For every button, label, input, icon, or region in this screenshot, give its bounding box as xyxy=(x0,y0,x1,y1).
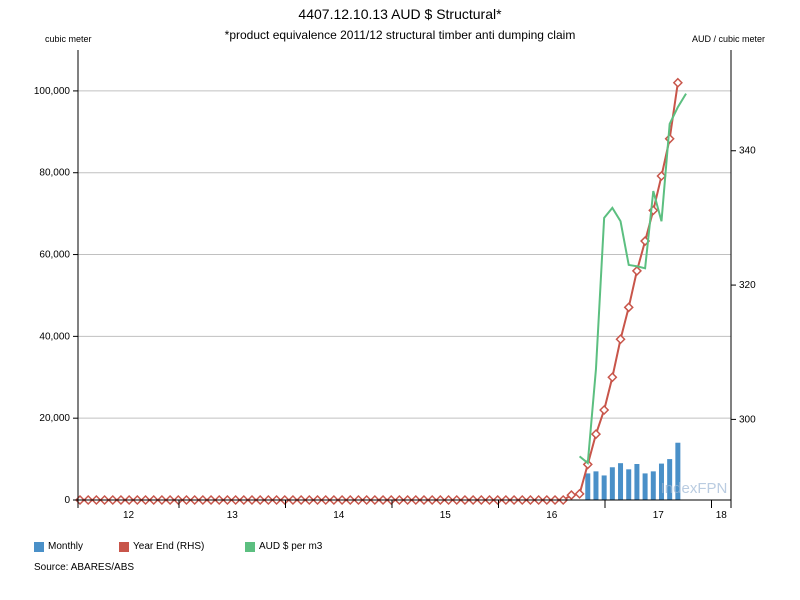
bar-monthly xyxy=(618,463,624,500)
right-tick-label: 300 xyxy=(739,414,756,425)
marker-year-end xyxy=(615,334,626,345)
right-tick-label: 320 xyxy=(739,280,756,291)
right-axis-label: AUD / cubic meter xyxy=(692,34,765,44)
legend-item-aud-per-m3[interactable]: AUD $ per m3 xyxy=(245,541,322,552)
watermark-text: IndexFPN xyxy=(661,480,728,497)
x-tick-label: 15 xyxy=(440,510,452,521)
source-note: Source: ABARES/ABS xyxy=(34,562,135,573)
legend-swatch-aud-per-m3 xyxy=(245,541,255,552)
legend-swatch-monthly xyxy=(34,541,44,552)
chart-title: 4407.12.10.13 AUD $ Structural* xyxy=(298,6,502,22)
left-tick-label: 60,000 xyxy=(39,250,70,261)
left-axis-ticks: 0 20,000 40,000 60,000 80,000 100,000 xyxy=(34,86,78,506)
gridlines xyxy=(78,90,731,419)
marker-year-end xyxy=(631,265,642,276)
marker-year-end xyxy=(590,429,602,440)
left-axis-label: cubic meter xyxy=(45,34,92,44)
bar-monthly xyxy=(650,471,656,500)
marker-year-end xyxy=(656,170,667,182)
bar-monthly xyxy=(634,464,640,500)
left-tick-label: 40,000 xyxy=(39,331,70,342)
bar-monthly xyxy=(658,463,664,500)
axes xyxy=(77,50,732,501)
x-axis-ticks: 12 13 14 15 16 17 18 xyxy=(77,500,732,521)
chart-subtitle: *product equivalence 2011/12 structural … xyxy=(225,28,576,42)
x-tick-label: 13 xyxy=(227,510,239,521)
x-tick-label: 17 xyxy=(653,510,665,521)
legend-label-year-end: Year End (RHS) xyxy=(133,541,205,552)
right-tick-label: 340 xyxy=(739,146,756,157)
x-tick-label: 18 xyxy=(716,510,728,521)
right-axis-ticks: 300 320 340 xyxy=(731,146,756,425)
line-aud-per-m3 xyxy=(578,93,687,466)
marker-year-end xyxy=(599,404,610,416)
legend-item-year-end[interactable]: Year End (RHS) xyxy=(119,541,204,552)
legend-item-monthly[interactable]: Monthly xyxy=(34,541,83,552)
x-tick-label: 16 xyxy=(546,510,558,521)
bar-monthly xyxy=(626,469,632,500)
left-tick-label: 0 xyxy=(64,495,70,506)
monthly-bars xyxy=(585,442,681,500)
bar-monthly xyxy=(609,467,615,500)
legend-swatch-year-end xyxy=(119,541,129,552)
bar-monthly xyxy=(667,459,673,500)
legend-label-aud-per-m3: AUD $ per m3 xyxy=(259,541,323,552)
marker-year-end xyxy=(664,133,675,144)
left-tick-label: 100,000 xyxy=(34,86,71,97)
marker-year-end xyxy=(672,77,683,88)
x-tick-label: 12 xyxy=(123,510,135,521)
x-tick-label: 14 xyxy=(333,510,345,521)
bar-monthly xyxy=(593,471,599,500)
line-series xyxy=(74,77,687,506)
legend-label-monthly: Monthly xyxy=(48,541,84,552)
marker-year-end xyxy=(623,302,634,313)
marker-year-end xyxy=(574,488,585,499)
left-tick-label: 80,000 xyxy=(39,168,70,179)
bar-monthly xyxy=(601,475,607,500)
line-year-end xyxy=(80,82,679,501)
bar-monthly xyxy=(642,473,648,500)
bar-monthly xyxy=(585,473,591,500)
marker-year-end xyxy=(582,459,593,470)
marker-year-end xyxy=(607,372,618,383)
watermark: IndexFPN xyxy=(661,480,728,497)
marker-year-end xyxy=(566,490,577,501)
bar-monthly xyxy=(675,442,681,500)
left-tick-label: 20,000 xyxy=(39,413,70,424)
